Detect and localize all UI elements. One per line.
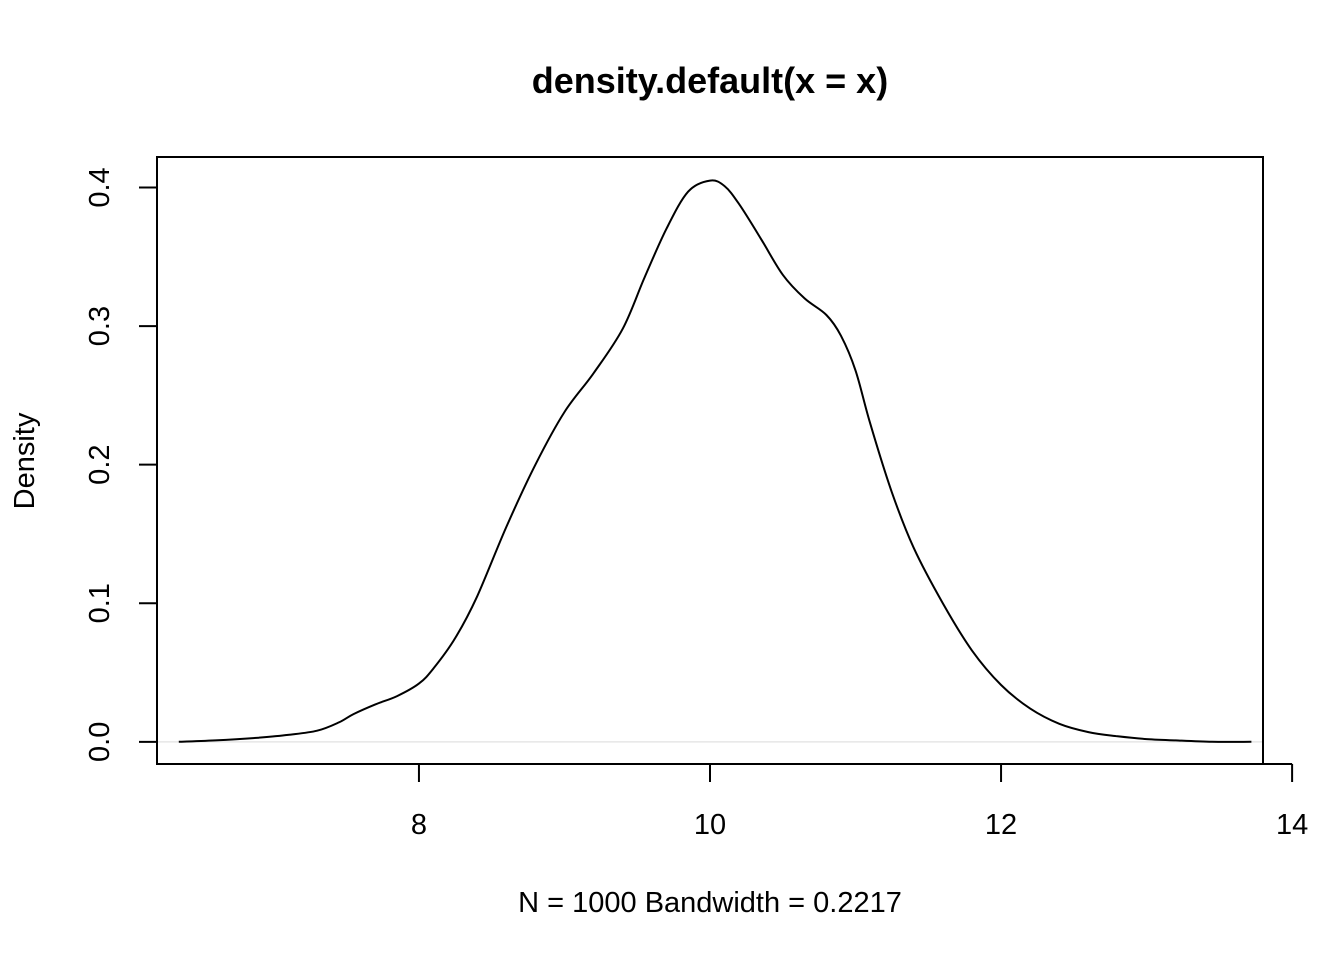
chart-title: density.default(x = x) bbox=[532, 60, 888, 101]
plot-frame bbox=[156, 156, 1264, 765]
y-tick-label: 0.1 bbox=[84, 583, 116, 623]
x-tick-label: 10 bbox=[694, 809, 726, 841]
y-tick-label: 0.0 bbox=[84, 722, 116, 762]
y-tick-label: 0.4 bbox=[84, 167, 116, 207]
x-axis-label: N = 1000 Bandwidth = 0.2217 bbox=[518, 887, 902, 919]
density-line bbox=[178, 179, 1252, 743]
y-axis-label: Density bbox=[9, 412, 41, 509]
y-tick-label: 0.2 bbox=[84, 444, 116, 484]
x-tick-label: 14 bbox=[1276, 809, 1308, 841]
x-tick-label: 12 bbox=[985, 809, 1017, 841]
y-tick-label: 0.3 bbox=[84, 306, 116, 346]
x-tick-label: 8 bbox=[411, 809, 427, 841]
